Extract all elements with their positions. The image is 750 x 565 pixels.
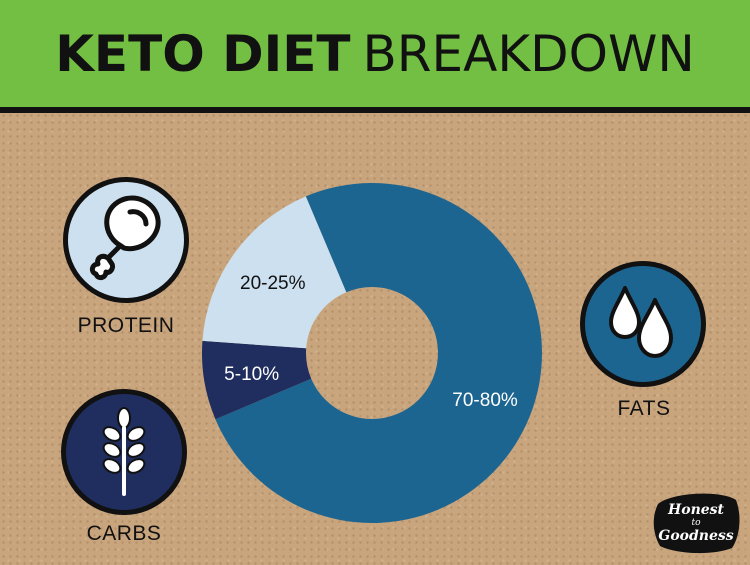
slice-carbs	[202, 340, 312, 420]
protein-icon-circle	[63, 177, 189, 303]
carbs-label: CARBS	[86, 522, 162, 545]
slice-label-carbs: 5-10%	[224, 364, 279, 385]
slice-fats	[215, 183, 543, 524]
carbs-icon-circle	[61, 389, 187, 515]
slice-protein	[202, 196, 347, 349]
water-drops-icon	[609, 286, 673, 358]
chicken-leg-icon	[89, 195, 161, 281]
fats-icon-circle	[580, 261, 706, 387]
slice-label-protein: 20-25%	[240, 273, 306, 294]
wheat-icon	[102, 407, 146, 496]
slice-label-fats: 70-80%	[452, 390, 518, 411]
protein-label: PROTEIN	[77, 314, 175, 337]
logo-line2: to	[691, 518, 701, 528]
title-light: BREAKDOWN	[362, 24, 695, 83]
header-banner: KETO DIET BREAKDOWN	[0, 0, 750, 113]
honest-to-goodness-logo: Honest to Goodness	[653, 493, 740, 554]
fats-label: FATS	[617, 397, 671, 420]
title-bold: KETO DIET	[55, 24, 351, 83]
logo-line3: Goodness	[658, 528, 733, 544]
logo-line1: Honest	[667, 502, 725, 518]
